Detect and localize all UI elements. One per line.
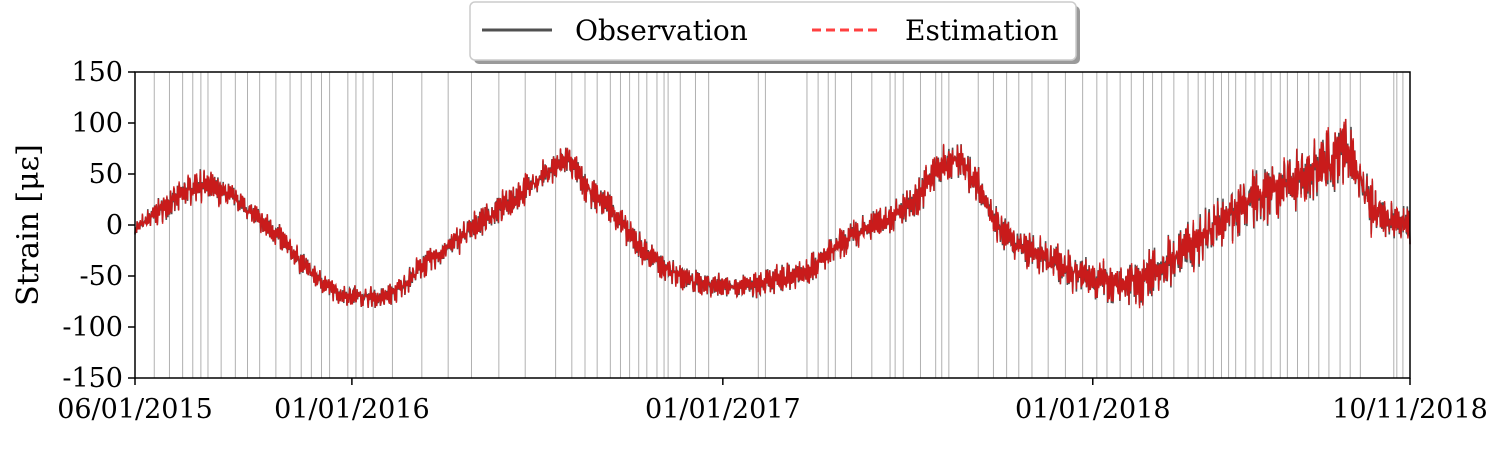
x-tick-label: 01/01/2017 — [645, 394, 801, 425]
y-tick-label: 50 — [89, 159, 123, 190]
y-axis: 150 100 50 0 -50 -100 -150 — [62, 57, 135, 394]
x-tick-label: 01/01/2018 — [1015, 394, 1171, 425]
series-estimation-line — [134, 118, 1411, 309]
series-layer — [134, 118, 1411, 309]
x-axis: 06/01/2015 01/01/2016 01/01/2017 01/01/2018… — [57, 378, 1488, 425]
y-tick-label: 100 — [71, 108, 123, 139]
y-tick-label: -50 — [80, 261, 123, 292]
legend-label-observation: Observation — [575, 14, 748, 47]
y-tick-label: -150 — [62, 363, 123, 394]
legend-label-estimation: Estimation — [905, 14, 1058, 47]
y-tick-label: 0 — [106, 210, 123, 241]
y-axis-title: Strain [με] — [11, 144, 46, 306]
x-tick-label: 01/01/2016 — [274, 394, 430, 425]
y-tick-label: 150 — [71, 57, 123, 88]
y-tick-label: -100 — [62, 312, 123, 343]
legend: Observation Estimation — [469, 1, 1080, 64]
legend-box — [469, 1, 1077, 61]
x-tick-label: 10/11/2018 — [1332, 394, 1488, 425]
x-tick-label: 06/01/2015 — [57, 394, 213, 425]
